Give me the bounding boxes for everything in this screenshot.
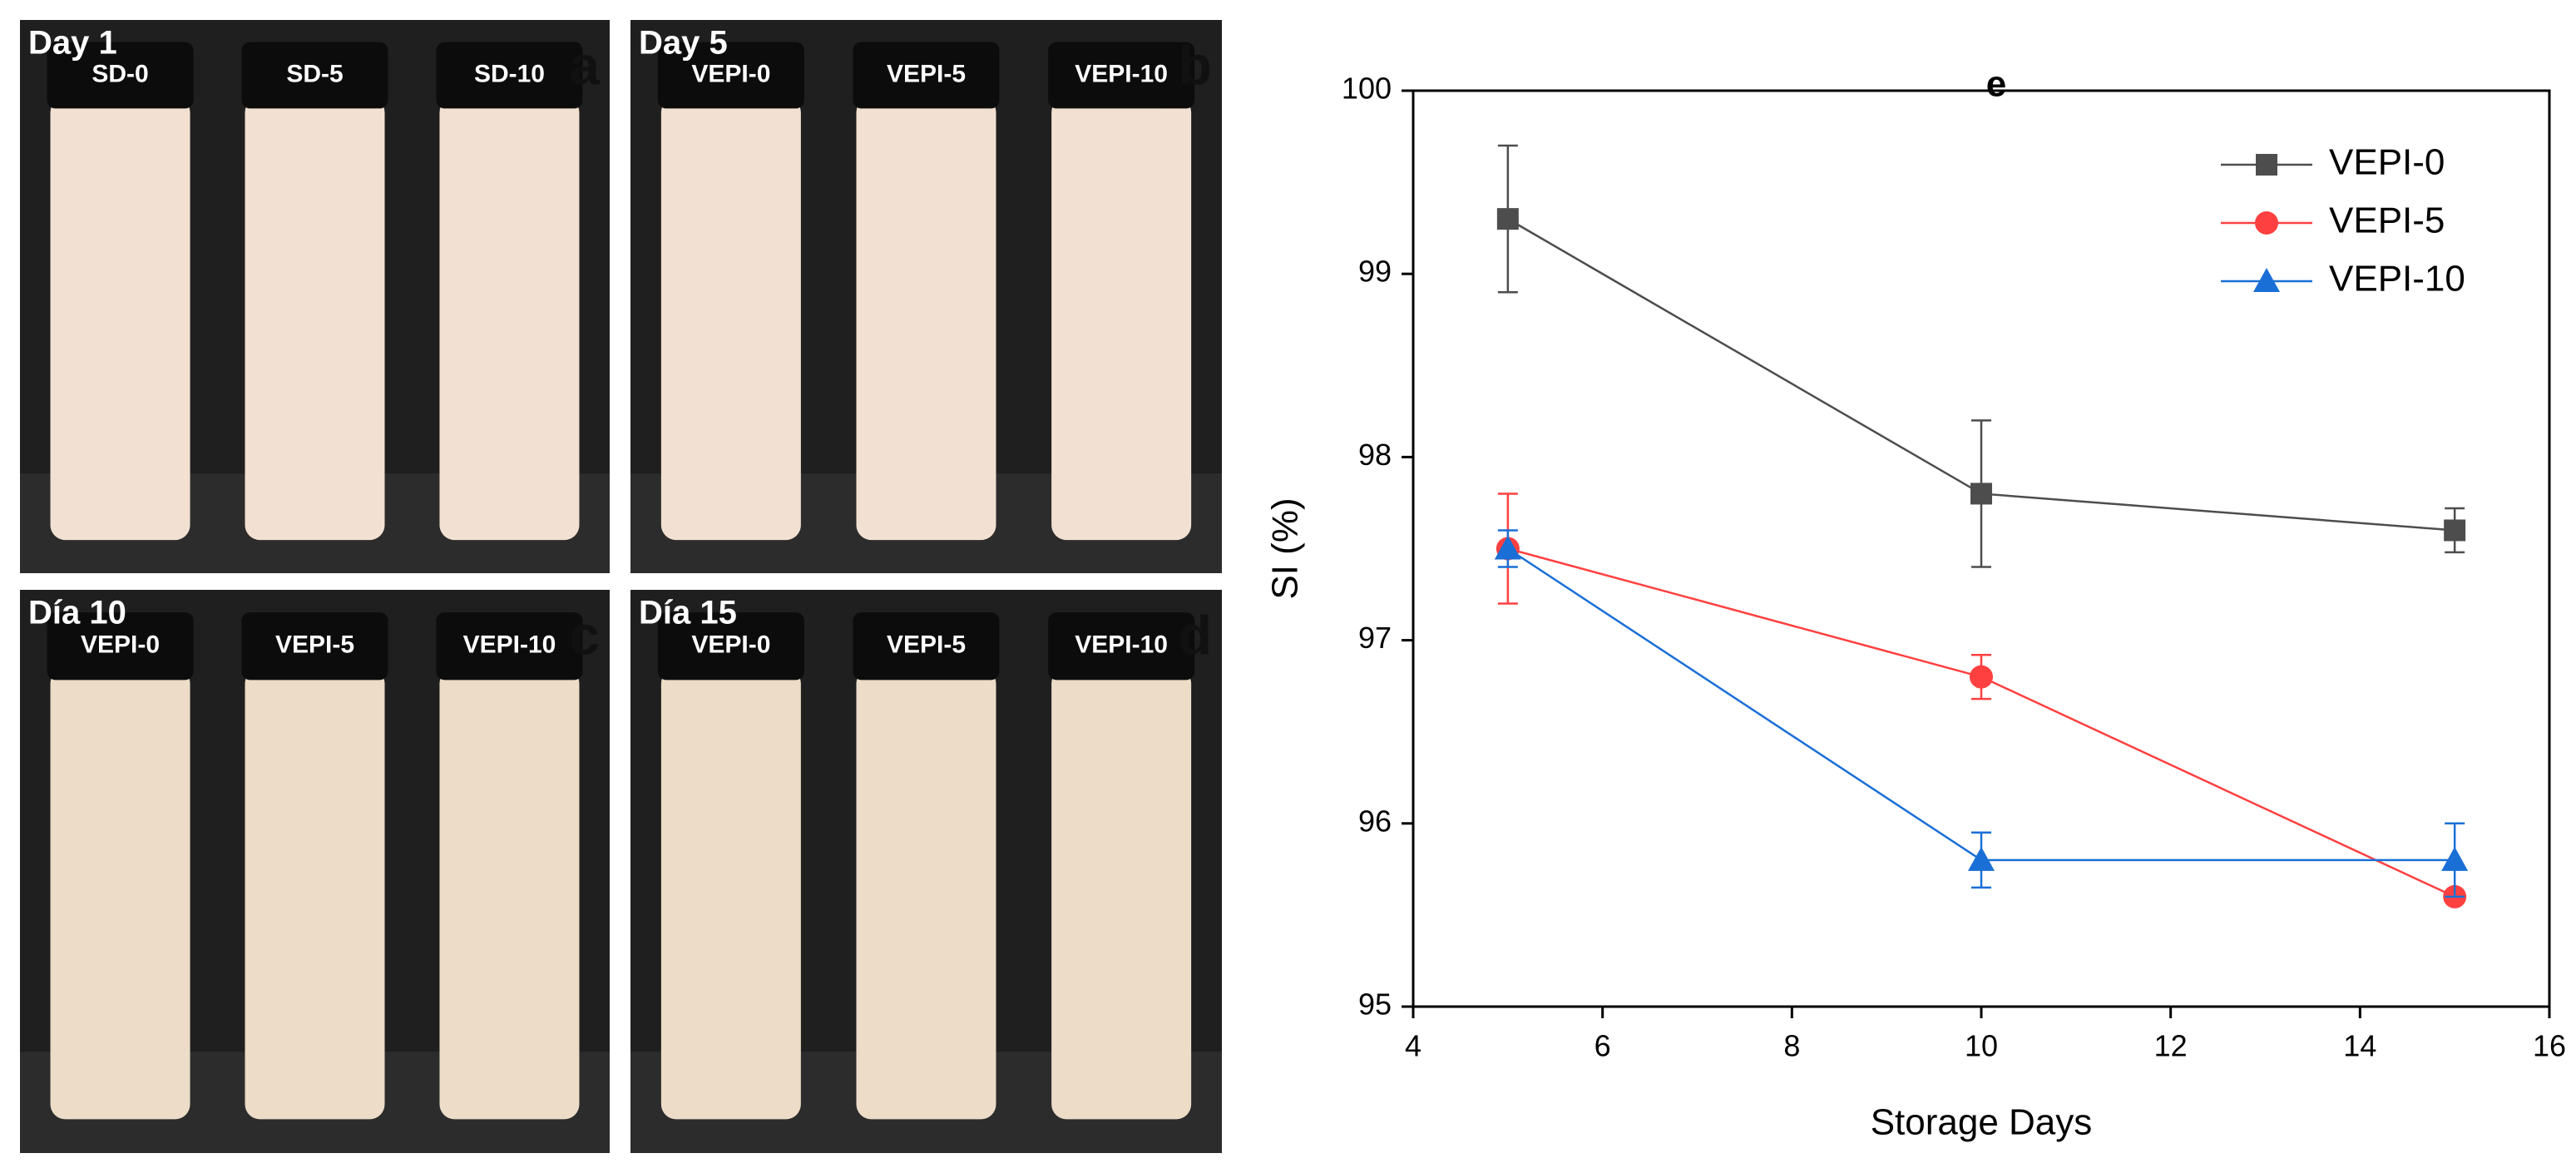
panel-letter: a (569, 34, 601, 96)
panel-title: Día 10 (28, 595, 126, 631)
vial-label: VEPI-5 (275, 631, 354, 659)
legend-marker (2255, 211, 2278, 235)
x-tick-label: 4 (1405, 1029, 1421, 1063)
vial-body (245, 97, 385, 541)
vial-cap (657, 42, 804, 109)
vial-cap (853, 42, 1000, 109)
y-tick-label: 100 (1342, 72, 1392, 106)
vial-cap (1048, 42, 1195, 109)
panel-letter: b (1179, 34, 1212, 96)
vial-label: VEPI-10 (1075, 631, 1168, 659)
panel-letter: e (1986, 64, 2006, 105)
marker (1970, 665, 1993, 689)
vial-cap (241, 612, 388, 681)
vial-body (856, 97, 996, 541)
x-tick-label: 8 (1783, 1029, 1800, 1063)
vial-body (50, 668, 190, 1120)
series-line (1507, 547, 2455, 862)
vial-cap (436, 612, 583, 681)
y-tick-label: 98 (1358, 438, 1392, 472)
vial-cap (657, 612, 804, 681)
vial-cap (853, 612, 1000, 681)
vial-body (50, 97, 190, 541)
x-tick-label: 12 (2154, 1029, 2188, 1063)
panel-letter: d (1179, 604, 1212, 666)
vial-label: SD-0 (91, 60, 148, 87)
vial-body (660, 668, 801, 1120)
vial-cap (241, 42, 388, 109)
vial-label: VEPI-0 (691, 60, 770, 87)
marker (1968, 846, 1995, 871)
marker (1494, 535, 1521, 560)
panel-title: Día 15 (639, 595, 737, 631)
vial-cap (47, 612, 194, 681)
vial-label: VEPI-0 (691, 631, 770, 659)
vial-cap (1048, 612, 1195, 681)
vial-label: VEPI-10 (1075, 60, 1168, 87)
y-tick-label: 97 (1358, 621, 1392, 655)
marker (2441, 846, 2469, 871)
x-tick-label: 10 (1965, 1029, 1998, 1063)
vial-cap (436, 42, 583, 109)
panel-title: Day 1 (28, 25, 117, 62)
y-tick-label: 99 (1358, 255, 1392, 289)
marker (1970, 483, 1992, 505)
vial-body (1051, 97, 1192, 541)
vial-body (660, 97, 801, 541)
marker (2444, 519, 2466, 542)
y-tick-label: 96 (1358, 804, 1392, 838)
marker (1496, 208, 1519, 230)
vial-cap (47, 42, 194, 109)
vial-body (245, 668, 385, 1120)
legend-label: VEPI-5 (2329, 200, 2445, 241)
panel-letter: c (569, 604, 600, 666)
panel-title: Day 5 (639, 25, 728, 62)
vial-label: VEPI-10 (463, 631, 556, 659)
y-axis-label: SI (%) (1265, 497, 1306, 599)
legend-label: VEPI-10 (2329, 259, 2465, 299)
vial-label: VEPI-5 (887, 631, 966, 659)
vial-label: SD-10 (474, 60, 545, 87)
vial-body (439, 97, 580, 541)
x-axis-label: Storage Days (1871, 1102, 2093, 1143)
x-tick-label: 6 (1595, 1029, 1611, 1063)
vial-body (856, 668, 996, 1120)
vial-label: VEPI-0 (81, 631, 160, 659)
vial-body (439, 668, 580, 1120)
legend-marker (2253, 268, 2280, 292)
x-tick-label: 14 (2343, 1029, 2376, 1063)
y-tick-label: 95 (1358, 987, 1392, 1022)
vial-body (1051, 668, 1192, 1120)
legend-label: VEPI-0 (2329, 142, 2445, 183)
x-tick-label: 16 (2533, 1029, 2566, 1063)
vial-label: VEPI-5 (887, 60, 966, 87)
vial-label: SD-5 (286, 60, 343, 87)
legend-marker (2256, 154, 2277, 176)
